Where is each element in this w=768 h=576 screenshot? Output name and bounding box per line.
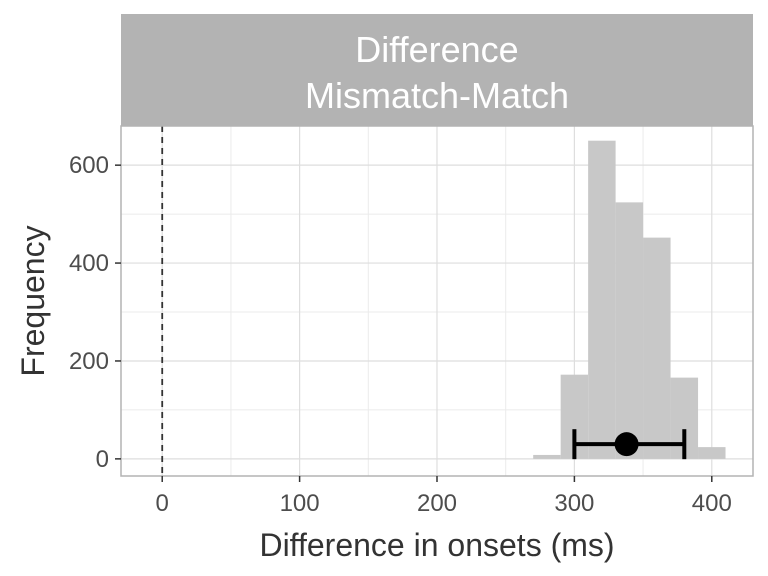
histogram-bars (533, 140, 726, 459)
x-axis-ticks: 0 100 200 300 400 (156, 476, 732, 517)
histogram-bar (615, 202, 644, 459)
histogram-bar (588, 140, 616, 459)
y-tick-label: 0 (96, 446, 109, 473)
histogram-bar (643, 237, 671, 459)
histogram-bar (533, 454, 561, 459)
point-estimate (614, 432, 639, 457)
x-tick-label: 200 (417, 490, 457, 517)
y-tick-label: 600 (69, 152, 109, 179)
x-tick-label: 300 (554, 490, 594, 517)
histogram-bar (698, 447, 726, 459)
x-axis-title: Difference in onsets (ms) (259, 527, 614, 563)
x-tick-label: 0 (156, 490, 169, 517)
y-tick-label: 200 (69, 348, 109, 375)
y-tick-label: 400 (69, 250, 109, 277)
strip-title-line-2: Mismatch-Match (305, 75, 569, 116)
x-tick-label: 100 (280, 490, 320, 517)
facet-strip (121, 14, 753, 126)
y-axis-title: Frequency (15, 225, 51, 376)
x-tick-label: 400 (692, 490, 732, 517)
point-estimate-group (572, 429, 687, 460)
strip-title-line-1: Difference (355, 29, 518, 70)
y-axis-ticks: 0 200 400 600 (69, 152, 121, 473)
